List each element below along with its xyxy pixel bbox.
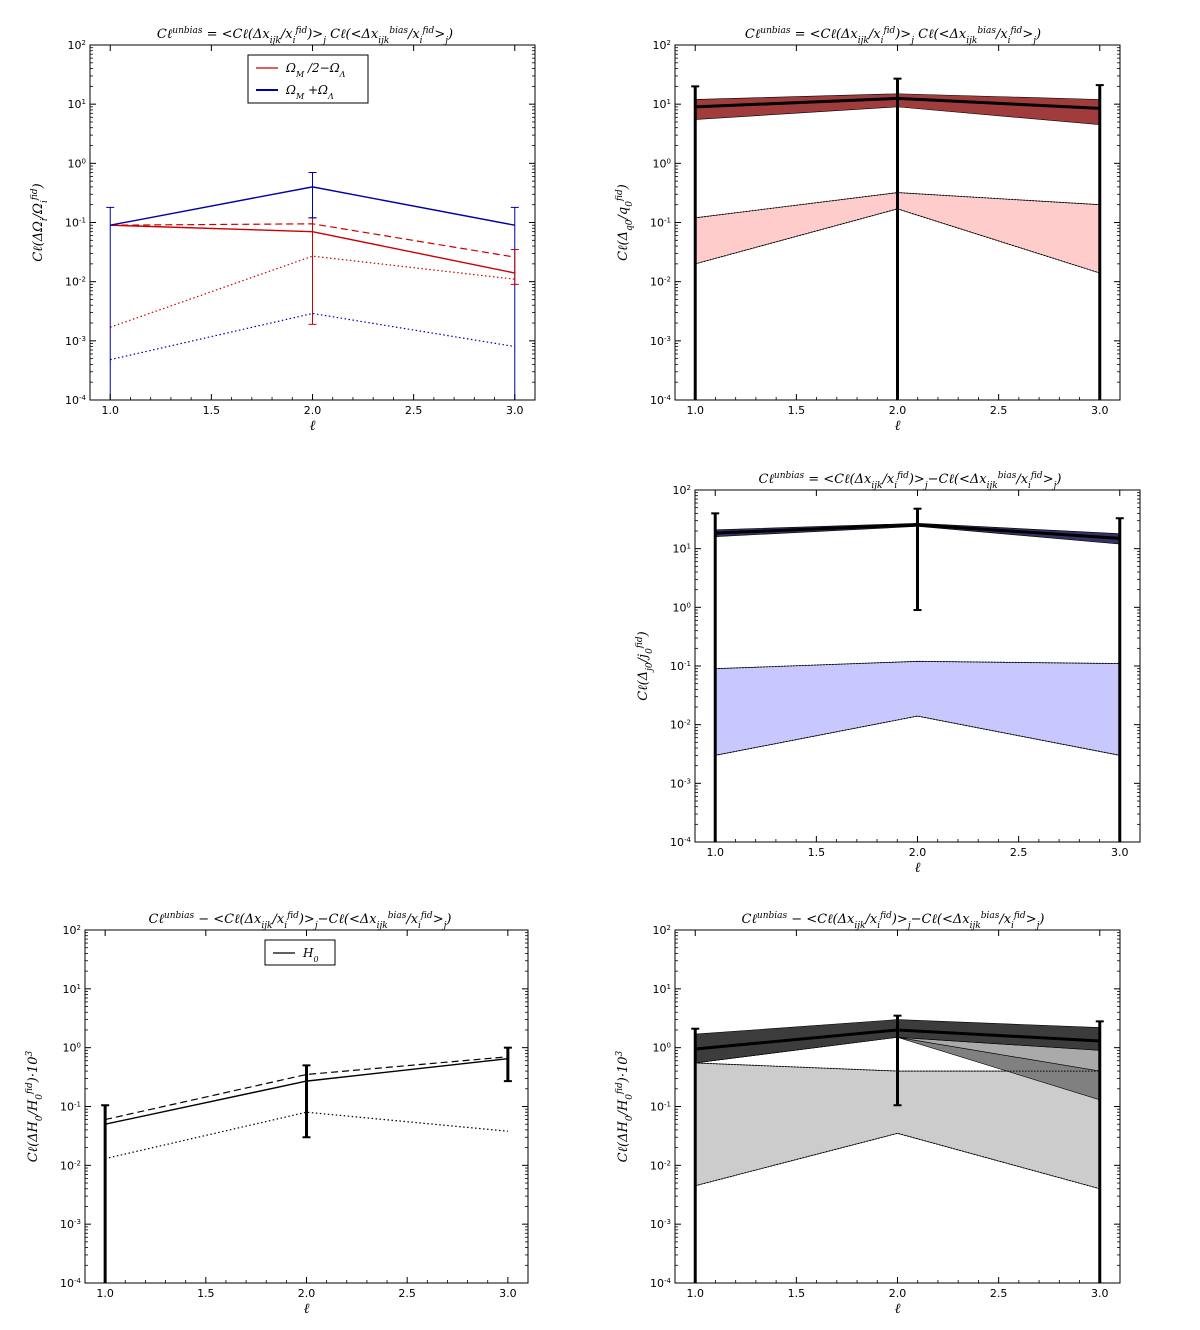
y-tick-label: 100: [653, 157, 671, 170]
chart-title: Cℓunbias = <Cℓ(Δxijk/xifid)>j Cℓ(<Δxijkb…: [157, 26, 453, 46]
chart-title: Cℓunbias = <Cℓ(Δxijk/xifid)>j−Cℓ(<Δxijkb…: [759, 471, 1062, 491]
x-axis-label: ℓ: [304, 1301, 310, 1317]
y-tick-label: 10-2: [670, 719, 691, 732]
y-tick-label: 10-3: [670, 777, 691, 790]
band-1: [714, 661, 1121, 756]
y-tick-label: 100: [68, 157, 86, 170]
x-axis-label: ℓ: [915, 860, 921, 876]
y-tick-label: 10-3: [650, 1218, 671, 1231]
y-axis-label: Cℓ(ΔH0/H0fid)·103: [615, 1050, 635, 1162]
x-tick-label: 1.0: [101, 404, 119, 417]
y-axis-label: Cℓ(Δq0/q0fid): [615, 184, 635, 261]
y-tick-label: 10-3: [65, 335, 86, 348]
x-tick-label: 1.5: [808, 846, 826, 859]
band-edge-1-lower: [715, 715, 1120, 756]
panel-h0-right: 1.0 1.5 2.0 2.5 3.0 10-4 10-3 10-2 10-1 100 101 102…: [615, 911, 1121, 1317]
y-tick-label: 101: [68, 98, 86, 111]
y-tick-label: 102: [63, 924, 81, 937]
y-tick-label: 101: [653, 983, 671, 996]
x-tick-label: 1.5: [203, 404, 221, 417]
y-tick-label: 10-4: [670, 836, 692, 849]
band-edge-1-upper: [715, 660, 1120, 670]
y-tick-label: 10-1: [65, 217, 86, 230]
x-axis-label: ℓ: [895, 1301, 901, 1317]
x-tick-label: 3.0: [1111, 846, 1129, 859]
x-tick-label: 2.0: [909, 846, 927, 859]
x-tick-label: 3.0: [1091, 1287, 1109, 1300]
x-tick-label: 2.0: [889, 404, 907, 417]
legend-label: H0: [302, 946, 319, 964]
legend-label: ΩM +ΩΛ: [285, 83, 334, 101]
legend-label: ΩM /2−ΩΛ: [285, 61, 346, 79]
plot-area: [694, 1019, 1101, 1190]
y-tick-label: 101: [63, 983, 81, 996]
y-tick-label: 10-3: [60, 1218, 81, 1231]
x-tick-label: 2.0: [298, 1287, 316, 1300]
y-tick-label: 10-4: [650, 1277, 672, 1290]
x-tick-label: 2.0: [889, 1287, 907, 1300]
band-edge-1-lower: [695, 208, 1100, 274]
legend: H0: [264, 939, 336, 966]
panel-q0: 1.0 1.5 2.0 2.5 3.0 10-4 10-3 10-2 10-1 100 101 102…: [615, 26, 1121, 434]
x-tick-label: 2.0: [304, 404, 322, 417]
x-tick-label: 1.5: [197, 1287, 215, 1300]
y-tick-label: 102: [653, 39, 671, 52]
x-tick-label: 1.0: [686, 1287, 704, 1300]
x-tick-label: 2.5: [1010, 846, 1028, 859]
x-tick-label: 3.0: [499, 1287, 517, 1300]
legend-box: [247, 54, 369, 104]
y-axis-label: Cℓ(Δj0/j0fid): [635, 631, 655, 700]
y-axis-label: Cℓ(ΔH0/H0fid)·103: [25, 1050, 45, 1162]
chart-title: Cℓunbias − <Cℓ(Δxijk/xifid)>j−Cℓ(<Δxijkb…: [742, 911, 1045, 931]
x-axis-label: ℓ: [895, 418, 901, 434]
y-tick-label: 102: [673, 484, 691, 497]
y-tick-label: 102: [68, 39, 86, 52]
series-line-1: [105, 1056, 508, 1121]
y-tick-label: 10-1: [670, 660, 691, 673]
x-tick-label: 1.5: [788, 404, 806, 417]
x-tick-label: 1.0: [96, 1287, 114, 1300]
x-axis-label: ℓ: [310, 418, 316, 434]
y-tick-label: 100: [673, 601, 691, 614]
y-tick-label: 10-2: [650, 276, 671, 289]
legend: ΩM /2−ΩΛ ΩM +ΩΛ: [247, 54, 369, 104]
y-tick-label: 10-1: [650, 1101, 671, 1114]
y-tick-label: 101: [653, 98, 671, 111]
chart-title: Cℓunbias = <Cℓ(Δxijk/xifid)>j Cℓ(<Δxijkb…: [745, 26, 1041, 46]
y-tick-label: 10-1: [650, 217, 671, 230]
x-tick-label: 3.0: [1091, 404, 1109, 417]
x-tick-label: 1.5: [788, 1287, 806, 1300]
y-tick-label: 10-2: [65, 276, 86, 289]
y-tick-label: 102: [653, 924, 671, 937]
chart-title: Cℓunbias − <Cℓ(Δxijk/xifid)>j−Cℓ(<Δxijkb…: [149, 911, 452, 931]
y-tick-label: 100: [63, 1042, 81, 1055]
x-tick-label: 2.5: [405, 404, 423, 417]
panel-j0: 1.0 1.5 2.0 2.5 3.0 10-4 10-3 10-2 10-1 100 101 102…: [635, 471, 1141, 876]
y-tick-label: 100: [653, 1042, 671, 1055]
y-tick-label: 10-4: [60, 1277, 82, 1290]
y-tick-label: 10-4: [650, 394, 672, 407]
y-tick-label: 10-2: [650, 1159, 671, 1172]
y-tick-label: 10-4: [65, 394, 87, 407]
y-tick-label: 10-2: [60, 1159, 81, 1172]
x-tick-label: 1.0: [706, 846, 724, 859]
panel-omega: 1.0 1.5 2.0 2.5 3.0 10-4 10-3 10-2 10-1 100 101 102…: [30, 26, 536, 434]
y-tick-label: 10-3: [650, 335, 671, 348]
x-tick-label: 3.0: [506, 404, 524, 417]
y-tick-label: 101: [673, 543, 691, 556]
x-tick-label: 2.5: [398, 1287, 416, 1300]
series-line-2: [105, 1111, 508, 1160]
band-edge-0-lower: [695, 1132, 1100, 1190]
y-axis-label: Cℓ(ΔΩi/Ωifid): [30, 183, 50, 261]
panel-h0-left: 1.0 1.5 2.0 2.5 3.0 10-4 10-3 10-2 10-1 100 101 102…: [25, 911, 529, 1317]
x-tick-label: 2.5: [990, 404, 1008, 417]
x-tick-label: 1.0: [686, 404, 704, 417]
x-tick-label: 2.5: [990, 1287, 1008, 1300]
plot-area: [714, 523, 1121, 756]
series-line-4: [110, 312, 515, 361]
y-tick-label: 10-1: [60, 1101, 81, 1114]
